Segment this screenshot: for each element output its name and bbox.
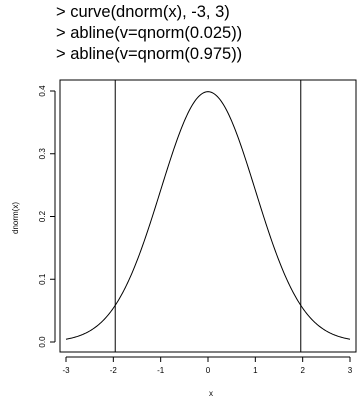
console-line-1: > curve(dnorm(x), -3, 3) (56, 3, 230, 21)
density-curve (65, 91, 351, 340)
x-tick-label: -1 (157, 366, 165, 375)
x-tick-label: 3 (348, 366, 353, 375)
x-tick-label: -3 (62, 366, 70, 375)
console-line-3: > abline(v=qnorm(0.975)) (56, 45, 243, 63)
x-tick-label: 1 (253, 366, 258, 375)
x-axis-label: x (209, 389, 213, 398)
y-tick-label: 0.1 (38, 273, 47, 285)
x-tick-label: 2 (300, 366, 305, 375)
y-tick-label: 0.3 (38, 148, 47, 160)
x-tick-label: 0 (206, 366, 211, 375)
console-line-2: > abline(v=qnorm(0.025)) (56, 24, 243, 42)
console-code-block: > curve(dnorm(x), -3, 3) > abline(v=qnor… (56, 2, 242, 65)
y-tick-label: 0.4 (38, 85, 47, 97)
plot-frame (59, 79, 357, 353)
y-tick-label: 0.2 (38, 210, 47, 222)
y-axis-label: dnorm(x) (11, 202, 20, 234)
y-tick-label: 0.0 (38, 336, 47, 348)
x-tick-label: -2 (110, 366, 118, 375)
